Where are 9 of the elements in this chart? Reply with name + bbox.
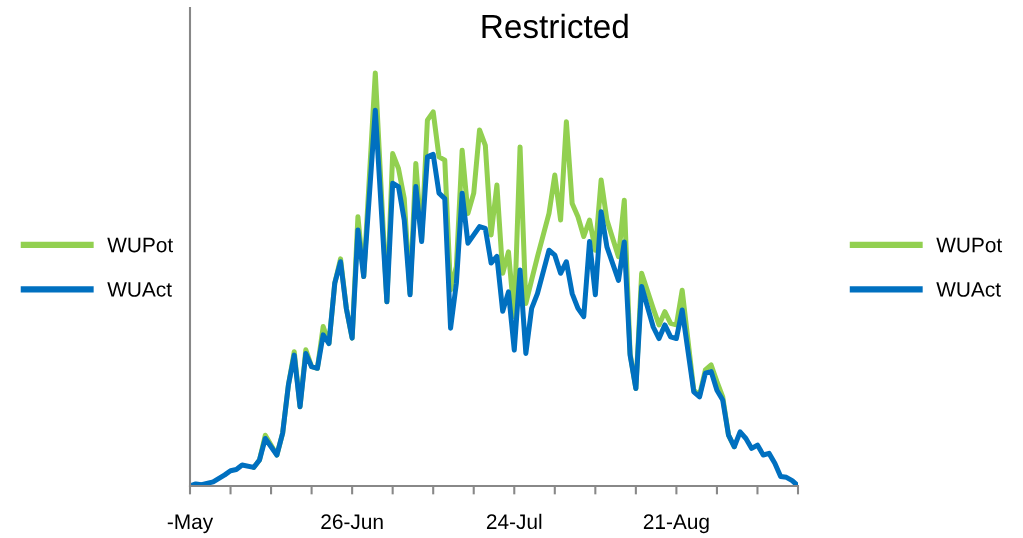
x-tick-label: 26-Jun	[321, 514, 383, 530]
text: WUPot	[936, 237, 1003, 253]
legend-label: WUAct	[107, 282, 172, 297]
chart-title: Restricted	[482, 13, 628, 39]
x-tick-label: -May	[167, 514, 214, 534]
x-tick-label: 21-Aug	[643, 514, 709, 534]
text: WUAct	[936, 282, 1001, 297]
x-tick-label: 24-Jul	[486, 513, 542, 530]
legend-label: WUPot	[107, 237, 174, 253]
